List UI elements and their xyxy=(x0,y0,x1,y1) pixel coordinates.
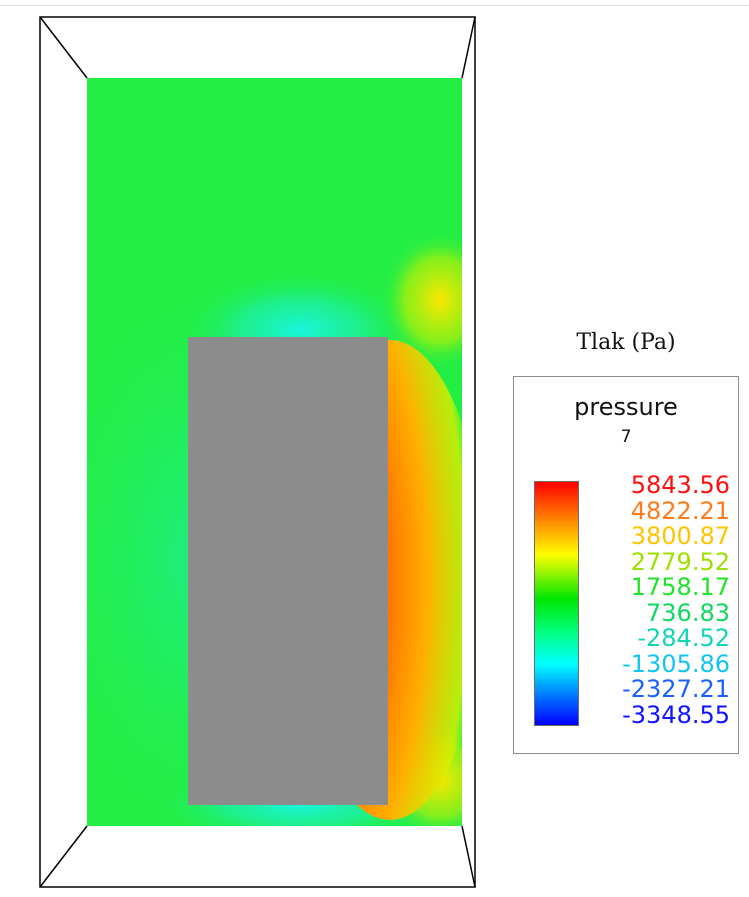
frame-edge-bottom-left xyxy=(39,825,88,888)
frame-edge-top-left xyxy=(39,16,88,79)
colorbar-tick-label: -3348.55 xyxy=(622,700,730,729)
scalar-bar-legend[interactable]: pressure 7 5843.56 4822.21 3800.87 2779.52 1… xyxy=(513,376,739,754)
colorbar-tick-label: 2779.52 xyxy=(630,547,730,576)
colorbar-tick-label: -2327.21 xyxy=(622,675,730,703)
outer-frame xyxy=(39,16,476,888)
colorbar-tick-label: 736.83 xyxy=(646,598,730,627)
colorbar-tick-label: -1305.86 xyxy=(622,649,730,678)
colorbar xyxy=(534,481,579,726)
colorbar-tick-label: 5843.56 xyxy=(630,471,730,499)
top-divider xyxy=(0,5,749,6)
legend-variable-name: pressure xyxy=(574,393,678,421)
colorbar-tick-label: -284.52 xyxy=(637,624,730,652)
colorbar-tick-label: 3800.87 xyxy=(630,522,730,550)
colorbar-tick-label: 1758.17 xyxy=(630,573,730,601)
colorbar-tick-label: 4822.21 xyxy=(630,496,730,525)
transition-zone-top xyxy=(380,230,462,370)
legend-title: Tlak (Pa) xyxy=(576,330,676,355)
colorbar-tick-labels: 5843.56 4822.21 3800.87 2779.52 1758.17 736.8… xyxy=(584,471,730,729)
legend-timestep: 7 xyxy=(620,427,632,447)
frame-edge-bottom-right xyxy=(461,825,476,888)
obstacle-block xyxy=(188,337,388,805)
frame-edge-top-right xyxy=(461,16,476,79)
bounding-box-frame xyxy=(39,16,476,888)
